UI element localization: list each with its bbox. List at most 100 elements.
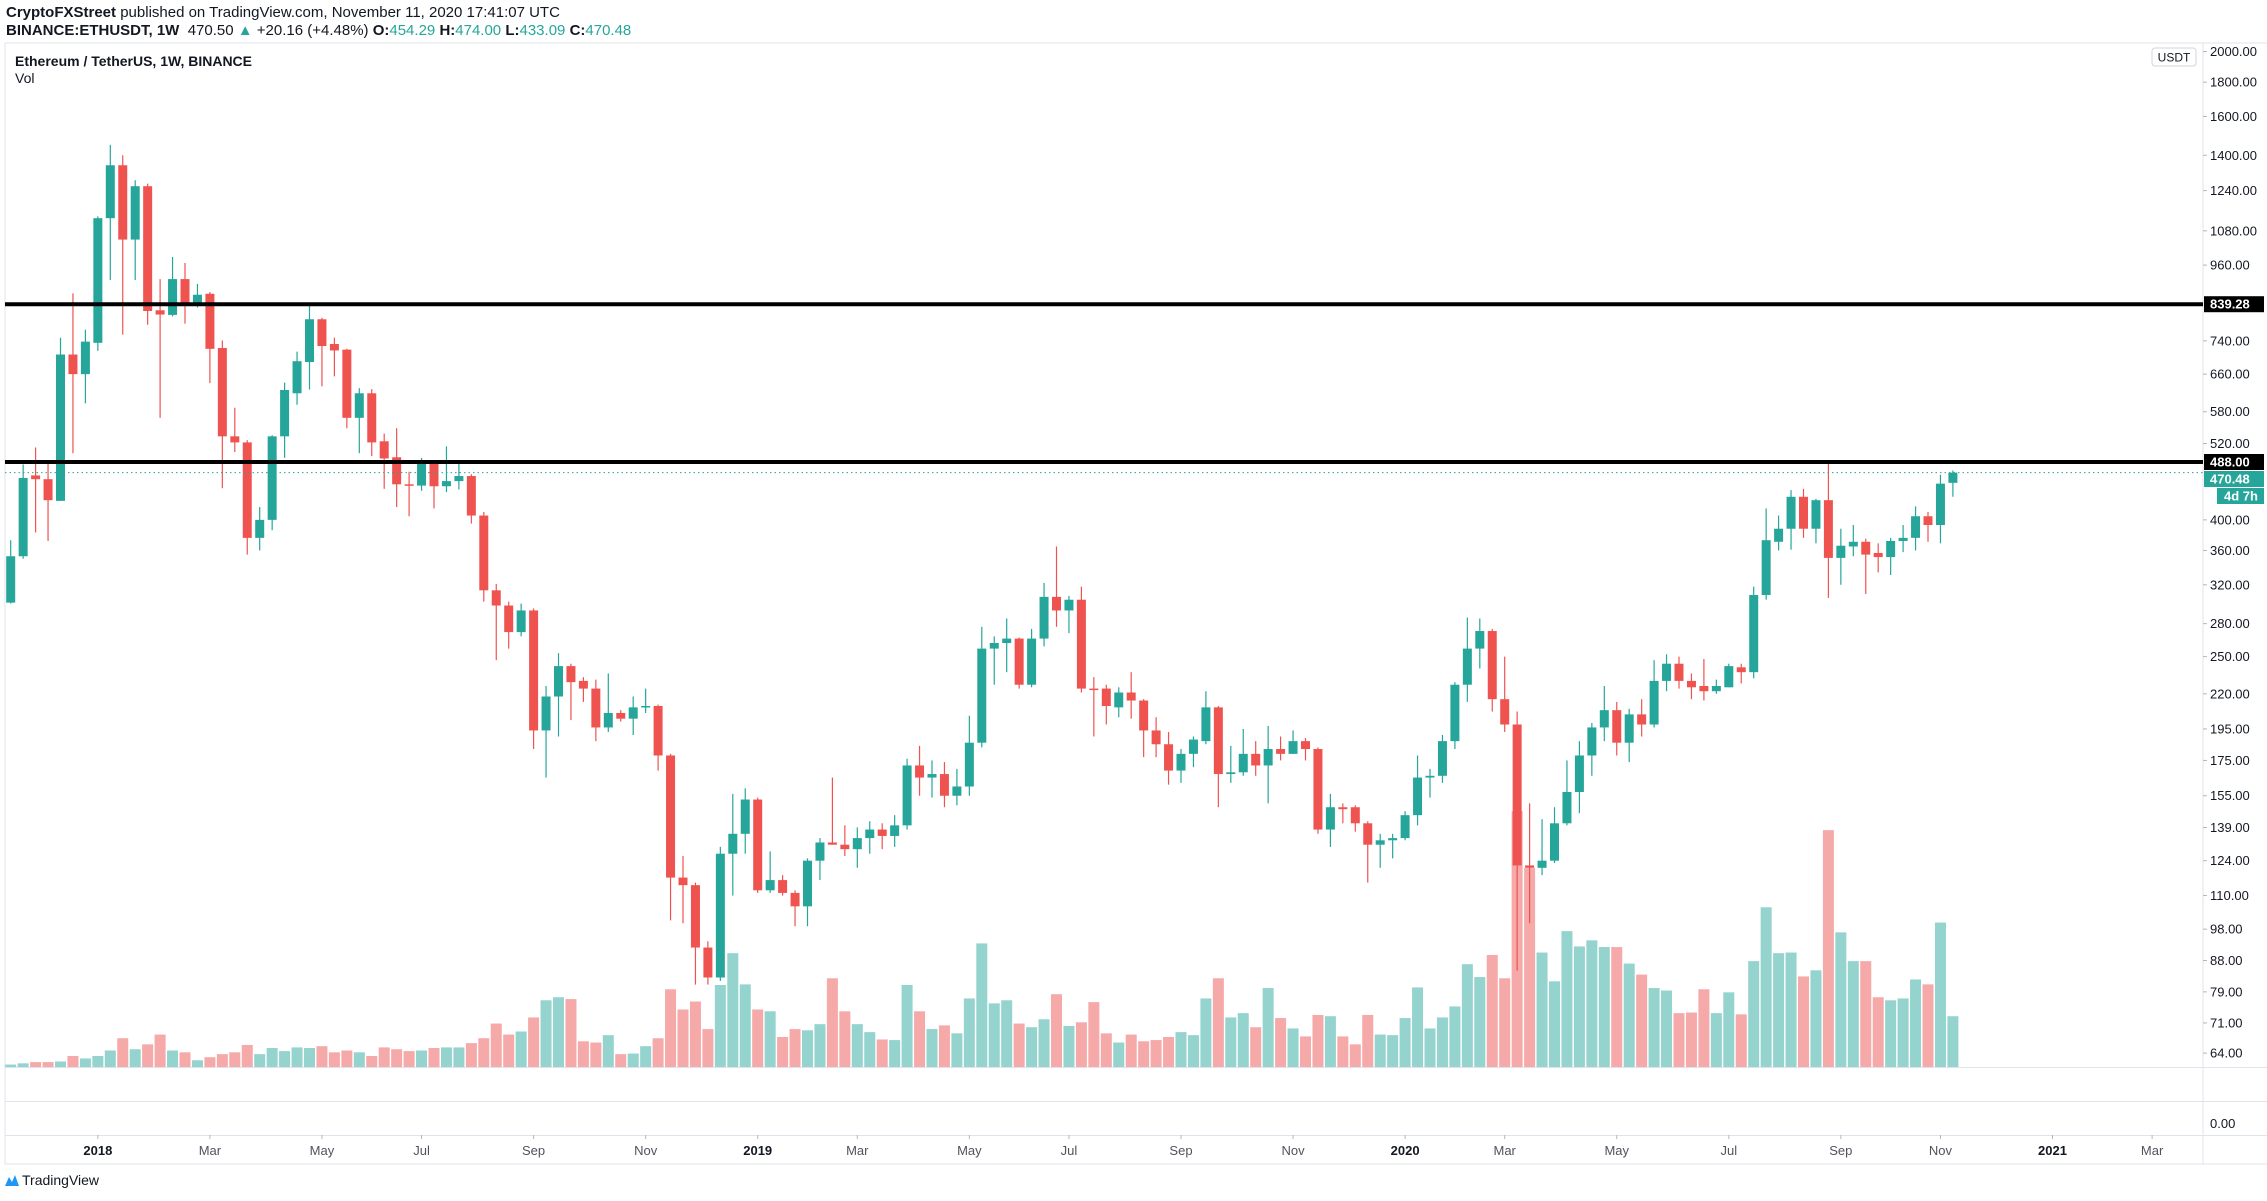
candle — [1786, 490, 1796, 550]
volume-bar — [1374, 1034, 1386, 1067]
volume-bar — [914, 1011, 926, 1067]
volume-bar — [1673, 1013, 1685, 1067]
volume-bar — [1088, 1002, 1100, 1067]
volume-bar — [677, 1009, 689, 1067]
candle-body — [93, 218, 103, 343]
candle — [1164, 731, 1174, 785]
volume-bar — [1536, 952, 1548, 1067]
candle-body — [1126, 692, 1136, 701]
volume-bar — [179, 1052, 191, 1067]
volume-bar — [553, 997, 564, 1067]
legend-volume[interactable]: Vol — [15, 70, 35, 86]
volume-bar — [1723, 992, 1735, 1067]
candle-body — [80, 341, 90, 375]
candle-body — [504, 605, 514, 633]
time-tick-label: Sep — [522, 1143, 545, 1158]
candle-body — [915, 765, 925, 778]
legend-title[interactable]: Ethereum / TetherUS, 1W, BINANCE — [15, 53, 253, 69]
candle — [1711, 679, 1721, 694]
candle — [890, 815, 900, 847]
price-axis[interactable]: 2000.00 1800.00 1600.00 1400.00 1240.00 1080.… — [2203, 44, 2264, 1061]
volume-bars — [5, 811, 1959, 1067]
level-price-label: 839.28 — [2210, 297, 2250, 312]
volume-bar — [17, 1063, 29, 1067]
candle-body — [180, 279, 190, 305]
currency-badge[interactable]: USDT — [2151, 47, 2197, 67]
time-axis[interactable]: 2018 Mar May Jul Sep Nov 2019 Mar May Jul Sep Nov 20… — [83, 1135, 2164, 1158]
candle-body — [952, 786, 962, 796]
volume-bar — [689, 1001, 701, 1067]
volume-bar — [1362, 1014, 1374, 1067]
level-price-label-box — [2204, 454, 2264, 470]
candle — [1251, 741, 1261, 776]
candle — [591, 679, 601, 742]
volume-bar — [1710, 1013, 1722, 1067]
volume-bar — [777, 1037, 789, 1067]
candle-body — [1848, 541, 1858, 547]
candle — [1027, 628, 1037, 688]
candle — [143, 183, 153, 325]
candle — [1238, 728, 1248, 776]
candle-body — [1064, 599, 1074, 611]
candle-body — [454, 476, 464, 482]
candle-body — [1649, 680, 1659, 725]
volume-bar — [1860, 961, 1872, 1067]
candle — [1861, 538, 1871, 595]
volume-bar — [1013, 1023, 1025, 1067]
candle — [1114, 687, 1124, 718]
candle-body — [529, 610, 539, 731]
volume-bar — [1026, 1027, 1038, 1067]
candle-body — [753, 799, 763, 891]
price-tick-label: 1400.00 — [2210, 148, 2257, 163]
time-tick-label: Nov — [1281, 1143, 1305, 1158]
volume-bar — [615, 1054, 627, 1067]
volume-bar — [1075, 1022, 1087, 1067]
candle-body — [1487, 631, 1497, 700]
volume-bar — [154, 1034, 166, 1067]
candle — [566, 663, 576, 721]
volume-bar — [1598, 947, 1610, 1067]
candle — [1201, 691, 1211, 745]
candle-body — [690, 885, 700, 948]
candle-body — [1276, 749, 1286, 754]
candle-body — [305, 319, 314, 363]
candle — [1848, 525, 1858, 557]
candle-body — [566, 666, 576, 683]
volume-bar — [1001, 1000, 1013, 1067]
time-tick-label: May — [310, 1143, 335, 1158]
volume-bar — [304, 1048, 315, 1067]
candle-body — [31, 475, 41, 480]
candle — [1674, 656, 1684, 689]
volume-bar — [640, 1046, 652, 1067]
candle — [255, 507, 265, 551]
candle-body — [977, 648, 987, 743]
volume-bar — [1300, 1036, 1311, 1067]
candle-body — [740, 799, 750, 834]
candle-body — [678, 877, 688, 886]
time-tick-label: May — [1604, 1143, 1629, 1158]
volume-bar — [1910, 979, 1922, 1067]
candle-body — [1238, 753, 1248, 773]
candle — [1562, 760, 1572, 826]
candle-body — [840, 844, 850, 850]
tradingview-icon — [5, 1175, 19, 1186]
volume-bar — [652, 1038, 664, 1067]
candle-body — [292, 361, 302, 394]
volume-bar — [453, 1047, 465, 1067]
candle — [367, 389, 377, 457]
volume-bar — [1486, 955, 1498, 1067]
candle-body — [130, 186, 140, 240]
tradingview-logo[interactable]: TradingView — [5, 1172, 99, 1188]
horizontal-levels[interactable] — [5, 302, 2203, 474]
time-tick-label: 2020 — [1391, 1143, 1420, 1158]
candle — [205, 292, 215, 384]
candle-body — [1786, 496, 1796, 529]
volume-bar — [42, 1062, 54, 1067]
candle — [952, 768, 962, 806]
candle — [1413, 755, 1423, 826]
candle — [404, 471, 414, 517]
open-label: O: — [372, 22, 390, 39]
candle — [1686, 673, 1696, 700]
time-tick-label: 2018 — [83, 1143, 112, 1158]
